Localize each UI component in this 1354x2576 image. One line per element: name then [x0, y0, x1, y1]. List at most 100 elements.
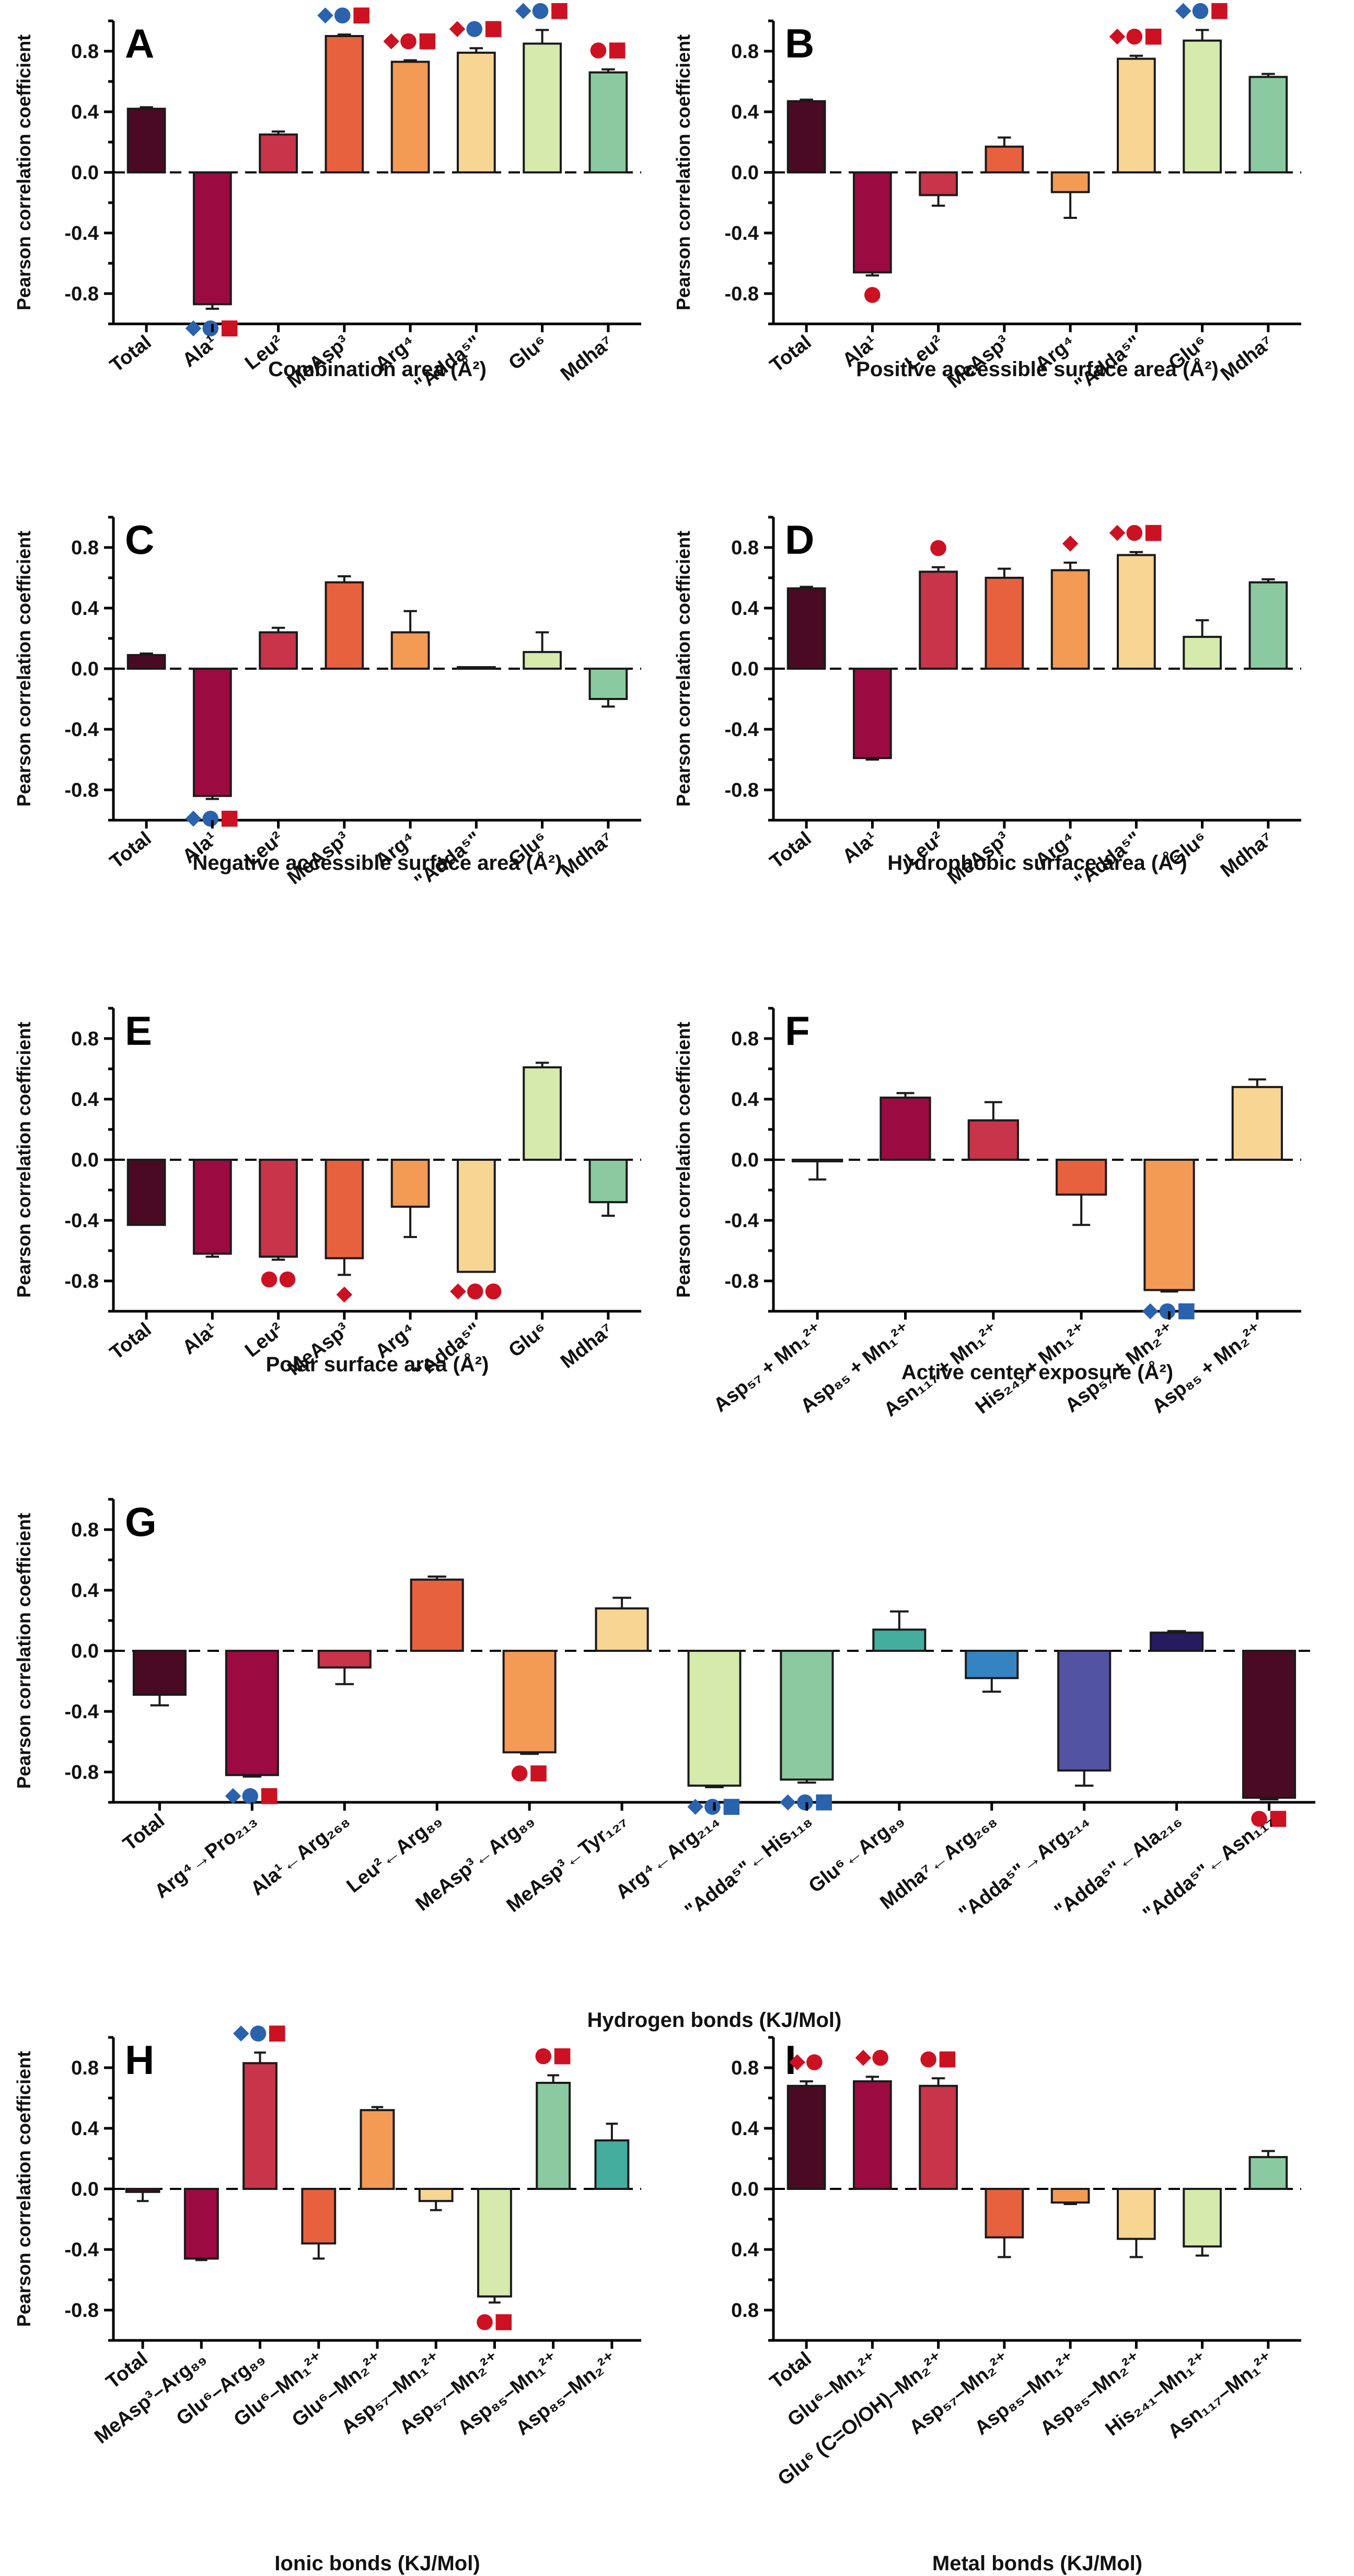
x-axis-title: Hydrophobic surface area (Å²) — [887, 851, 1187, 875]
marker-glyph: ◆ — [186, 315, 202, 339]
marker-glyph: ■ — [267, 2020, 287, 2044]
bar — [390, 61, 430, 173]
marker-glyph: ■ — [1143, 24, 1163, 48]
marker-glyph: ◆ — [336, 1281, 352, 1305]
y-axis-title: Pearson correlation coefficient — [13, 1513, 34, 1789]
marker-glyph: ● — [201, 315, 219, 339]
significance-marker: ●■ — [919, 2046, 957, 2070]
bar — [1143, 1159, 1195, 1291]
y-tick-label: 0.4 — [71, 598, 99, 620]
significance-marker: ◆●■ — [186, 805, 239, 829]
y-tick-label: 0.0 — [731, 658, 759, 680]
significance-marker: ●■ — [1250, 1805, 1288, 1829]
x-tick-label: Total — [766, 827, 816, 873]
x-tick-label: Asp₈₅–Mn₂²⁺ — [512, 2348, 621, 2440]
marker-glyph: ● — [201, 805, 219, 829]
y-tick-label: -0.4 — [65, 223, 99, 244]
bar — [1050, 2188, 1090, 2204]
bar — [588, 71, 628, 173]
significance-marker: ◆●■ — [1175, 0, 1229, 21]
bar — [780, 1650, 834, 1781]
marker-glyph: ● — [1159, 1298, 1177, 1322]
marker-glyph: ● — [1191, 0, 1210, 21]
bar — [1242, 1650, 1297, 1799]
bar — [125, 2188, 160, 2193]
bar — [588, 1159, 628, 1204]
y-tick-label: -0.8 — [65, 779, 99, 801]
significance-marker: ◆●■ — [233, 2020, 287, 2044]
x-axis-title: Hydrogen bonds (KJ/Mol) — [587, 2009, 842, 2032]
x-axis-title: Negative accessible surface area (Å²) — [192, 851, 562, 875]
y-tick-label: -0.4 — [65, 2239, 99, 2261]
y-axis-title: Pearson correlation coefficient — [673, 34, 694, 310]
y-tick-label: 0.4 — [71, 1089, 99, 1111]
significance-marker: ◆●■ — [1142, 1298, 1196, 1322]
marker-glyph: ■ — [418, 28, 437, 52]
marker-glyph: ◆ — [515, 0, 531, 21]
bar — [193, 1159, 232, 1255]
marker-glyph: ■ — [259, 1783, 279, 1807]
x-tick-label: Mdha⁷ — [557, 331, 617, 386]
x-axis-title: Positive accessible surface area (Å²) — [856, 357, 1219, 381]
y-tick-label: 0.4 — [71, 2118, 99, 2140]
bar — [360, 2109, 395, 2190]
marker-glyph: ● — [399, 28, 418, 52]
x-axis-title: Metal bonds (KJ/Mol) — [932, 2552, 1142, 2575]
bar — [786, 100, 826, 173]
x-tick-label: Asp₅₇–Mn₂²⁺ — [396, 2348, 504, 2439]
bar — [242, 2062, 277, 2190]
x-tick-label: Glu⁶ — [505, 1319, 552, 1362]
bar — [390, 631, 430, 670]
y-tick-label: 0.0 — [71, 1149, 99, 1171]
y-tick-label: -0.4 — [725, 1210, 759, 1232]
bar — [588, 668, 628, 700]
y-tick-label: -0.8 — [725, 1270, 759, 1292]
bar — [853, 171, 892, 274]
marker-glyph: ● — [333, 2, 352, 26]
marker-glyph: ● — [863, 282, 882, 306]
y-tick-label: 0.8 — [731, 2057, 759, 2079]
y-tick-label: 0.0 — [71, 1640, 99, 1662]
significance-marker: ◆● — [855, 2044, 890, 2068]
bar — [325, 35, 364, 173]
bar — [457, 1159, 496, 1273]
significance-marker: ◆●■ — [383, 28, 437, 52]
marker-glyph: ◆ — [855, 2044, 872, 2068]
significance-marker: ◆●■ — [687, 1793, 741, 1817]
marker-glyph: ◆ — [789, 2049, 805, 2073]
y-axis-title: Pearson correlation coefficient — [13, 1022, 34, 1298]
y-tick-label: 0.4 — [71, 1580, 99, 1602]
bar — [594, 2139, 630, 2190]
bar — [457, 51, 496, 174]
y-tick-label: 0.0 — [731, 2178, 759, 2200]
y-tick-label: 0.0 — [731, 1149, 759, 1171]
y-axis-title: Pearson correlation coefficient — [13, 2051, 34, 2327]
bar — [1117, 57, 1156, 173]
x-tick-label: Total — [119, 1810, 169, 1855]
marker-glyph: ◆ — [1142, 1298, 1159, 1322]
y-tick-label: 0.4 — [731, 2118, 759, 2140]
marker-glyph: ■ — [494, 2309, 514, 2333]
significance-marker: ◆●■ — [449, 16, 503, 40]
panel-letter: I — [785, 2037, 796, 2083]
marker-glyph: ◆ — [449, 16, 466, 40]
marker-glyph: ■ — [219, 805, 239, 829]
bar — [126, 1159, 166, 1226]
bar — [523, 42, 562, 173]
marker-glyph: ■ — [1268, 1805, 1288, 1829]
y-tick-label: 0.8 — [71, 537, 99, 559]
marker-glyph: ■ — [814, 1789, 834, 1813]
y-tick-label: 0.8 — [731, 1028, 759, 1050]
marker-glyph: ■ — [219, 315, 239, 339]
marker-glyph: ■ — [722, 1793, 742, 1817]
bar — [1117, 554, 1156, 670]
marker-glyph: ■ — [552, 2043, 572, 2067]
x-tick-label: Arg⁴→Pro₂₁₃ — [151, 1810, 261, 1903]
significance-marker: ◆ — [336, 1281, 352, 1305]
bar — [126, 108, 166, 173]
x-tick-label: Total — [106, 827, 156, 873]
